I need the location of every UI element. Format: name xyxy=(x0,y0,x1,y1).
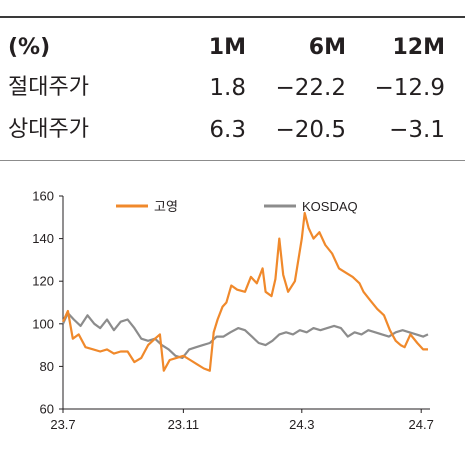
y-tick-label: 120 xyxy=(32,274,54,289)
table-top-rule xyxy=(0,16,465,18)
cell-1m: 6.3 xyxy=(209,117,246,143)
performance-table: (%) 1M 6M 12M 절대주가 1.8 −22.2 −12.9 상대주가 … xyxy=(0,0,465,161)
table-header-row: (%) 1M 6M 12M xyxy=(0,27,465,69)
y-tick-label: 60 xyxy=(40,402,54,417)
cell-1m: 1.8 xyxy=(209,75,246,101)
price-line-chart: 60 80 100 120 140 160 23.7 23.11 24.3 24.7 고영 KOSDA… xyxy=(32,189,434,433)
cell-12m: −3.1 xyxy=(389,117,445,143)
x-tick-label: 24.3 xyxy=(289,417,314,432)
y-tick-label: 160 xyxy=(32,189,54,204)
header-unit-label: (%) xyxy=(8,35,51,60)
header-1m: 1M xyxy=(208,35,246,60)
y-tick-label: 100 xyxy=(32,316,54,331)
x-tick-label: 24.7 xyxy=(409,417,434,432)
series-line-koh-young xyxy=(61,211,428,372)
cell-12m: −12.9 xyxy=(374,75,445,101)
cell-6m: −20.5 xyxy=(275,117,346,143)
table-bottom-rule xyxy=(0,160,465,161)
table-row-relative: 상대주가 6.3 −20.5 −3.1 xyxy=(0,109,465,151)
cell-6m: −22.2 xyxy=(275,75,346,101)
row-label: 절대주가 xyxy=(8,75,89,100)
legend-label: KOSDAQ xyxy=(302,199,358,214)
y-tick-label: 140 xyxy=(32,231,54,246)
header-12m: 12M xyxy=(392,35,445,60)
series-line-kosdaq xyxy=(61,312,429,359)
legend-label: 고영 xyxy=(154,199,178,214)
header-6m: 6M xyxy=(308,35,346,60)
y-tick-label: 80 xyxy=(40,359,54,374)
row-label: 상대주가 xyxy=(8,117,89,142)
x-tick-label: 23.7 xyxy=(50,417,75,432)
table-row-absolute: 절대주가 1.8 −22.2 −12.9 xyxy=(0,67,465,109)
x-tick-label: 23.11 xyxy=(168,417,200,432)
